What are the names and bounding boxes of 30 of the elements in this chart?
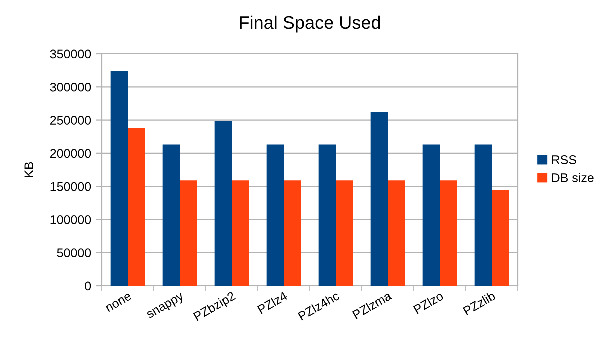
legend-label: RSS	[552, 156, 576, 164]
legend-label: DB size	[552, 173, 594, 182]
bar	[284, 180, 302, 286]
bar	[162, 144, 180, 286]
bar	[266, 144, 284, 286]
x-tick-label: PZlzo	[413, 291, 444, 314]
y-tick-label: 100000	[50, 216, 92, 224]
x-tick-label: none	[106, 293, 132, 312]
bar	[474, 144, 492, 286]
bar	[318, 144, 336, 286]
y-tick-label: 50000	[57, 248, 92, 258]
y-tick-label: 350000	[50, 50, 92, 59]
y-tick-label: 300000	[50, 82, 92, 92]
y-tick-label: 150000	[50, 182, 92, 192]
bar	[180, 180, 198, 286]
bar	[370, 112, 388, 286]
bar	[128, 128, 146, 286]
chart-title: Final Space Used	[240, 16, 380, 33]
bar	[492, 190, 510, 286]
bar	[388, 180, 406, 286]
bar	[336, 180, 354, 286]
y-tick-label: 200000	[50, 149, 92, 158]
bar	[422, 144, 440, 286]
y-axis-title: KB	[24, 162, 34, 178]
bar	[440, 180, 458, 286]
bar	[214, 120, 232, 286]
y-tick-label: 250000	[50, 116, 92, 125]
bar	[110, 71, 128, 286]
y-tick-label: 0	[85, 282, 92, 291]
bar	[232, 180, 250, 286]
